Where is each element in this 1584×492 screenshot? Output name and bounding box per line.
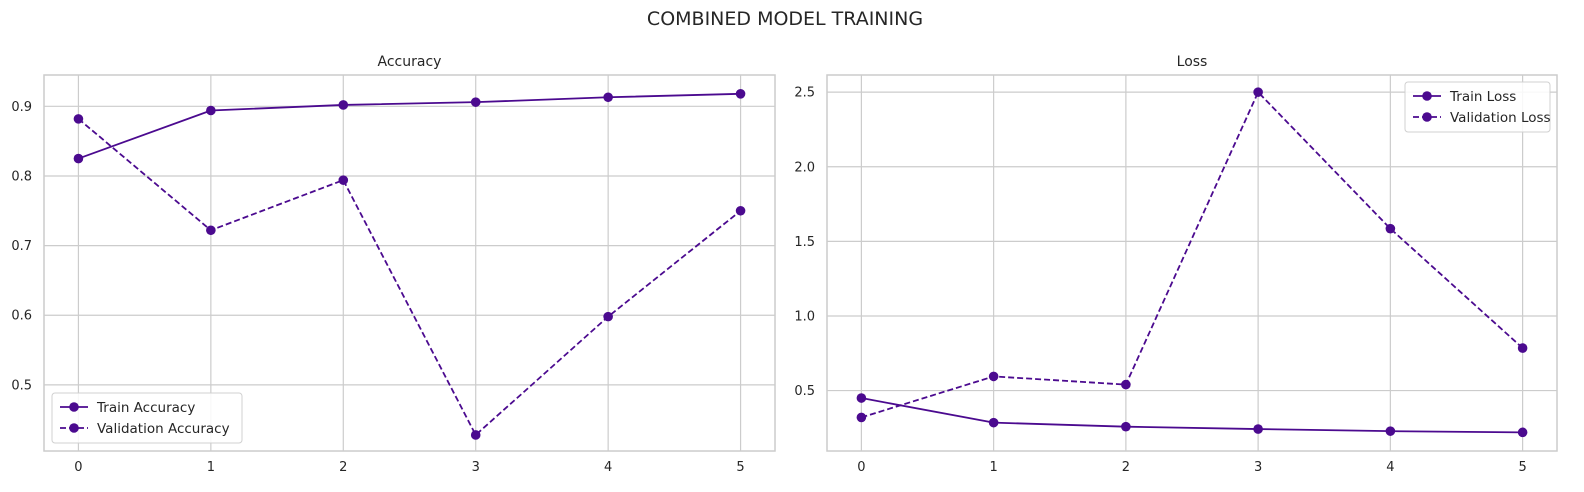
validation-loss-point <box>1253 87 1263 97</box>
validation-loss-point <box>856 412 867 423</box>
x-tick-label: 4 <box>604 460 612 475</box>
train-loss-point <box>1385 426 1396 436</box>
legend-marker <box>1422 91 1432 101</box>
x-tick-label: 5 <box>736 460 744 475</box>
accuracy-chart: Accuracy 0 1 2 3 4 5 0.5 0.6 0.7 0.8 0.9 Train Accur… <box>11 54 776 475</box>
train-accuracy-point <box>73 153 84 164</box>
legend: Train Accuracy Validation Accuracy <box>51 392 243 444</box>
train-loss-line <box>861 397 1523 434</box>
validation-accuracy-line <box>77 118 742 436</box>
y-tick-label: 0.9 <box>11 100 32 115</box>
train-accuracy-line <box>78 92 741 160</box>
y-tick-label: 0.6 <box>11 309 32 324</box>
train-loss-point <box>856 393 867 403</box>
legend-label: Train Accuracy <box>96 400 195 416</box>
legend-label: Validation Loss <box>1450 110 1551 126</box>
figure-title: COMBINED MODEL TRAINING <box>647 8 923 30</box>
y-tick-label: 1.5 <box>794 235 815 250</box>
x-tick-label: 0 <box>74 460 82 475</box>
legend-marker <box>69 402 79 412</box>
train-loss-point <box>1121 421 1131 432</box>
train-accuracy-point <box>603 92 613 103</box>
validation-loss-point <box>1385 223 1396 234</box>
plot-frame <box>826 74 1558 452</box>
legend: Train Loss Validation Loss <box>1404 81 1551 133</box>
train-accuracy-point <box>206 105 216 116</box>
x-tick-label: 2 <box>339 460 347 475</box>
x-tick-label: 4 <box>1386 460 1394 475</box>
validation-accuracy-point <box>603 311 613 322</box>
y-tick-label: 0.5 <box>794 384 815 399</box>
validation-accuracy-point <box>73 114 84 124</box>
y-tick-label: 0.5 <box>11 378 32 393</box>
x-tick-label: 1 <box>207 460 215 475</box>
legend-label: Validation Accuracy <box>97 421 230 437</box>
x-tick-label: 3 <box>472 460 480 475</box>
legend-marker <box>1422 112 1432 122</box>
validation-loss-point <box>988 371 999 382</box>
legend-label: Train Loss <box>1449 89 1516 105</box>
y-tick-label: 0.7 <box>11 239 32 254</box>
x-tick-label: 3 <box>1254 460 1262 475</box>
validation-accuracy-point <box>470 430 481 440</box>
chart-title: Accuracy <box>378 54 442 70</box>
train-accuracy-point <box>470 97 481 107</box>
x-tick-label: 0 <box>857 460 865 475</box>
y-tick-label: 2.0 <box>794 160 815 175</box>
legend-box <box>1404 81 1551 133</box>
validation-loss-point <box>1517 343 1528 353</box>
legend-box <box>51 392 243 444</box>
train-loss-point <box>1253 424 1263 434</box>
loss-chart: Loss 0 1 2 3 4 5 0.5 1.0 1.5 2.0 2.5 Train Loss Valid… <box>794 54 1558 475</box>
x-tick-label: 2 <box>1122 460 1130 475</box>
plot-frame <box>43 74 776 452</box>
y-tick-label: 1.0 <box>794 309 815 324</box>
validation-loss-point <box>1121 379 1131 390</box>
train-accuracy-point <box>735 89 746 99</box>
validation-accuracy-point <box>206 225 216 236</box>
train-loss-point <box>1517 427 1528 438</box>
validation-accuracy-point <box>338 175 349 185</box>
train-accuracy-point <box>338 100 349 110</box>
y-tick-label: 0.8 <box>11 169 32 184</box>
x-tick-label: 5 <box>1518 460 1526 475</box>
train-loss-point <box>988 417 999 428</box>
validation-accuracy-point <box>735 205 746 216</box>
x-tick-label: 1 <box>989 460 997 475</box>
legend-marker <box>69 423 79 433</box>
chart-title: Loss <box>1177 54 1208 70</box>
validation-loss-line <box>861 91 1524 419</box>
y-tick-label: 2.5 <box>794 86 815 101</box>
